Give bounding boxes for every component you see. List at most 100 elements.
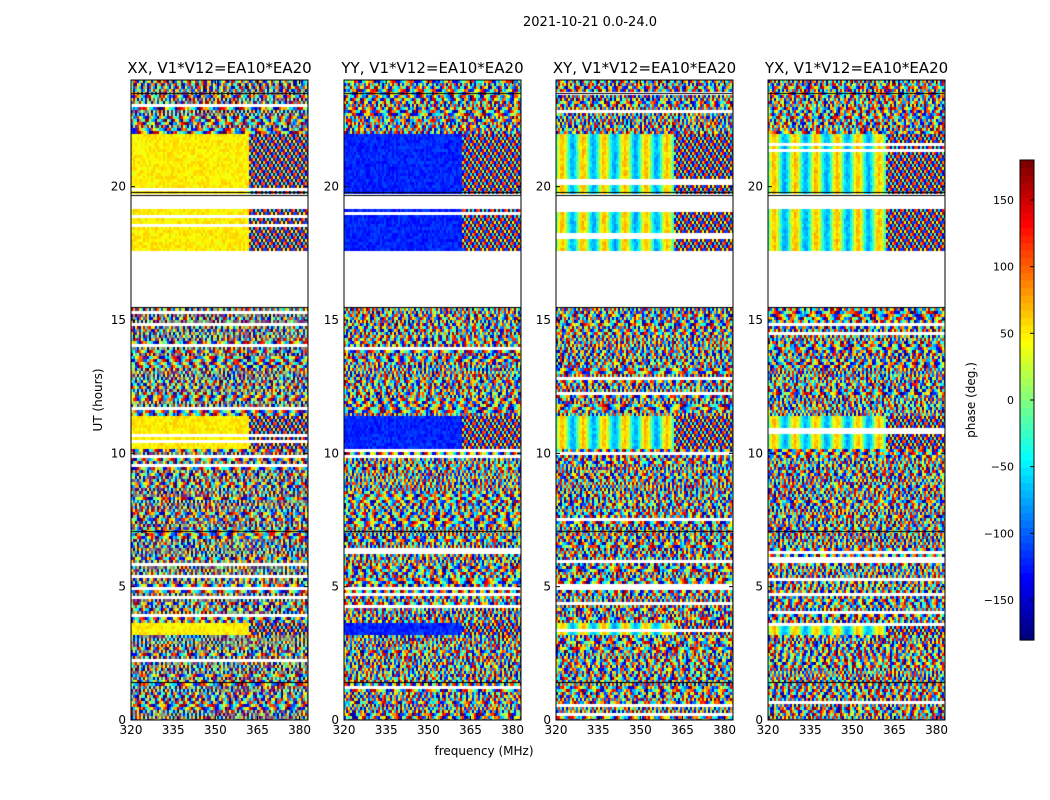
colorbar-segment: [1020, 220, 1034, 229]
colorbar-segment: [1020, 557, 1034, 566]
colorbar-tick-label: 150: [993, 194, 1014, 207]
colorbar-segment: [1020, 430, 1034, 439]
x-tick-label: 335: [162, 723, 185, 737]
x-tick-label: 365: [459, 723, 482, 737]
colorbar-segment: [1020, 542, 1034, 551]
colorbar-segment: [1020, 565, 1034, 574]
panel-title-xy: XY, V1*V12=EA10*EA20: [553, 59, 736, 77]
colorbar-segment: [1020, 572, 1034, 581]
axes-frame: [343, 79, 522, 721]
y-axis-label: UT (hours): [91, 368, 105, 431]
colorbar-segment: [1020, 385, 1034, 394]
y-tick-label: 10: [324, 446, 339, 460]
y-tick-label: 20: [748, 180, 763, 194]
colorbar-segment: [1020, 505, 1034, 514]
colorbar-segment: [1020, 392, 1034, 401]
colorbar-segment: [1020, 310, 1034, 319]
colorbar-segment: [1020, 595, 1034, 604]
x-tick-label: 335: [799, 723, 822, 737]
x-tick-label: 335: [375, 723, 398, 737]
colorbar-segment: [1020, 452, 1034, 461]
colorbar-segment: [1020, 437, 1034, 446]
y-tick-label: 10: [536, 446, 551, 460]
y-tick-label: 10: [111, 446, 126, 460]
colorbar-segment: [1020, 535, 1034, 544]
colorbar-segment: [1020, 332, 1034, 341]
colorbar-segment: [1020, 475, 1034, 484]
y-tick-label: 15: [111, 313, 126, 327]
panel-title-yx: YX, V1*V12=EA10*EA20: [764, 59, 948, 77]
x-tick-label: 350: [841, 723, 864, 737]
axes-frame: [767, 79, 946, 721]
y-tick-label: 20: [536, 180, 551, 194]
phase-heatmap: [556, 80, 733, 720]
colorbar-segment: [1020, 400, 1034, 409]
colorbar-segment: [1020, 235, 1034, 244]
colorbar-segment: [1020, 205, 1034, 214]
phase-heatmap: [131, 80, 308, 720]
colorbar-segment: [1020, 212, 1034, 221]
phase-heatmap: [768, 80, 945, 720]
y-tick-label: 20: [324, 180, 339, 194]
colorbar-segment: [1020, 242, 1034, 251]
axes-frame: [130, 79, 309, 721]
colorbar-tick-label: −150: [984, 594, 1014, 607]
colorbar-segment: [1020, 610, 1034, 619]
x-tick-label: 365: [246, 723, 269, 737]
colorbar-segment: [1020, 190, 1034, 199]
colorbar-segment: [1020, 527, 1034, 536]
colorbar-tick-label: 50: [1000, 327, 1014, 340]
figure-title: 2021-10-21 0.0-24.0: [523, 15, 657, 30]
y-tick-label: 5: [755, 580, 763, 594]
colorbar-label: phase (deg.): [964, 362, 978, 438]
colorbar-segment: [1020, 340, 1034, 349]
x-tick-label: 350: [204, 723, 227, 737]
colorbar-segment: [1020, 347, 1034, 356]
colorbar-segment: [1020, 197, 1034, 206]
colorbar-segment: [1020, 460, 1034, 469]
y-tick-label: 10: [748, 446, 763, 460]
colorbar-segment: [1020, 580, 1034, 589]
colorbar-segment: [1020, 377, 1034, 386]
y-tick-label: 20: [111, 180, 126, 194]
colorbar-segment: [1020, 490, 1034, 499]
x-tick-label: 335: [587, 723, 610, 737]
colorbar-segment: [1020, 302, 1034, 311]
y-tick-label: 0: [118, 713, 126, 727]
colorbar-segment: [1020, 415, 1034, 424]
panel-yx: YX, V1*V12=EA10*EA20 320 335 350 365 380 0 5 10 1…: [748, 59, 948, 737]
y-tick-label: 5: [331, 580, 339, 594]
colorbar: −150 −100 −50 0 50 100 150: [984, 159, 1035, 641]
colorbar-tick-label: −100: [984, 527, 1014, 540]
x-tick-label: 320: [545, 723, 568, 737]
y-tick-label: 0: [543, 713, 551, 727]
colorbar-segment: [1020, 287, 1034, 296]
x-tick-label: 380: [713, 723, 736, 737]
colorbar-segment: [1020, 445, 1034, 454]
colorbar-segment: [1020, 362, 1034, 371]
x-axis-label: frequency (MHz): [434, 744, 533, 758]
colorbar-segment: [1020, 602, 1034, 611]
x-tick-label: 320: [120, 723, 143, 737]
colorbar-segment: [1020, 317, 1034, 326]
x-tick-label: 380: [501, 723, 524, 737]
colorbar-segment: [1020, 422, 1034, 431]
colorbar-segment: [1020, 482, 1034, 491]
axes-frame: [555, 79, 734, 721]
x-tick-label: 380: [925, 723, 948, 737]
colorbar-segment: [1020, 280, 1034, 289]
colorbar-segment: [1020, 175, 1034, 184]
colorbar-segment: [1020, 520, 1034, 529]
x-tick-label: 380: [288, 723, 311, 737]
x-tick-label: 350: [629, 723, 652, 737]
colorbar-segment: [1020, 265, 1034, 274]
colorbar-segment: [1020, 325, 1034, 334]
colorbar-tick-label: −50: [991, 461, 1014, 474]
x-tick-label: 365: [883, 723, 906, 737]
panels-group: XX, V1*V12=EA10*EA20 320 335 350 365 380 0 5 10 1…: [111, 59, 948, 737]
colorbar-segment: [1020, 617, 1034, 626]
colorbar-segment: [1020, 272, 1034, 281]
y-tick-label: 5: [543, 580, 551, 594]
colorbar-segment: [1020, 295, 1034, 304]
